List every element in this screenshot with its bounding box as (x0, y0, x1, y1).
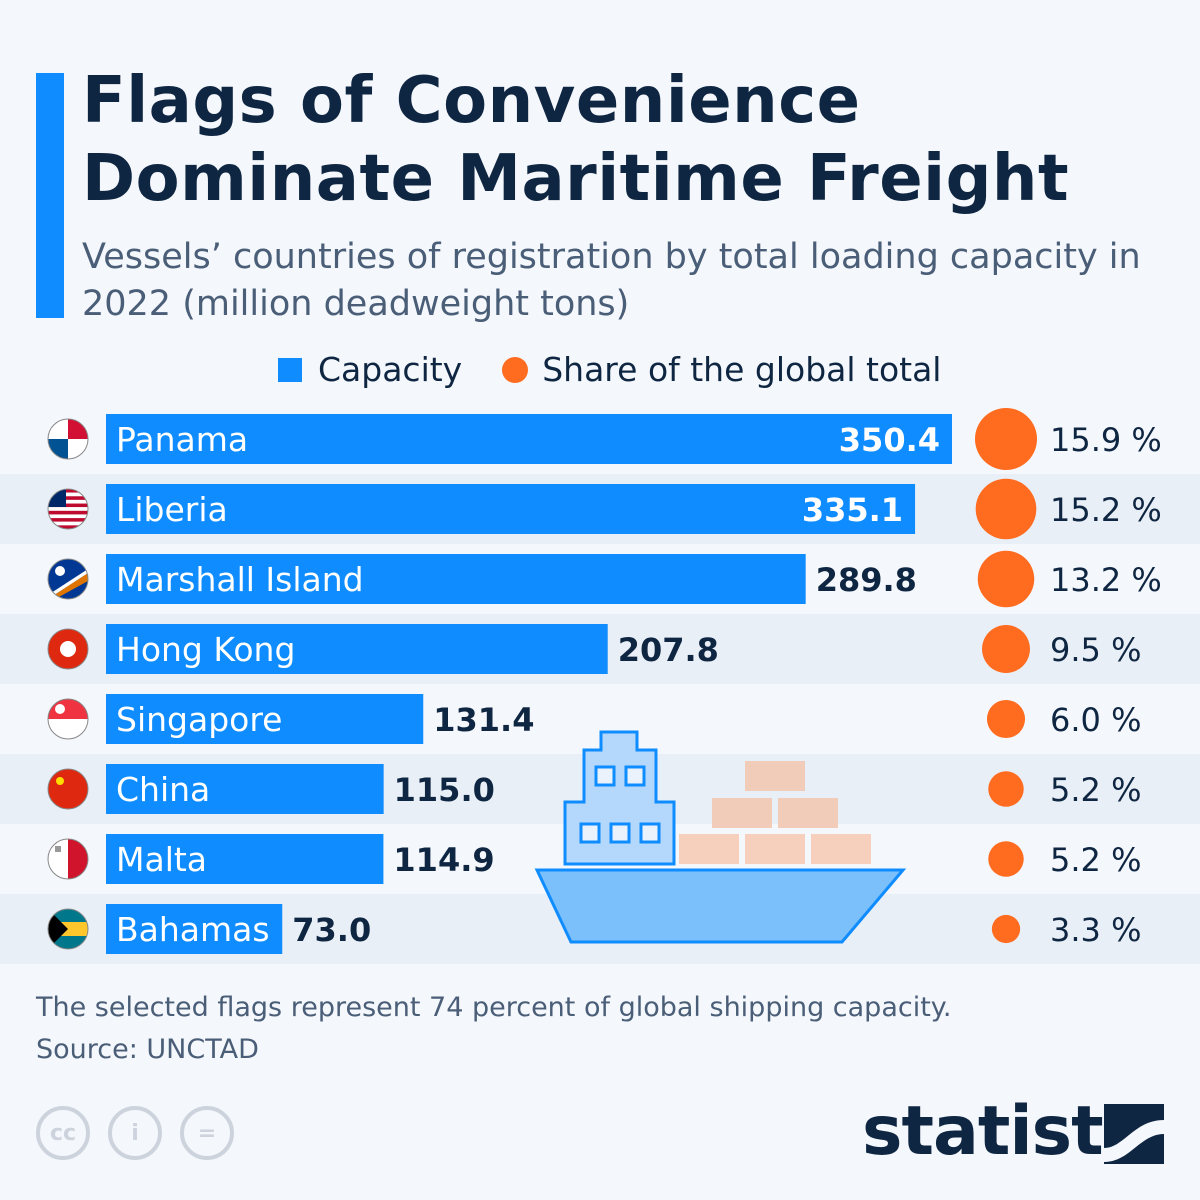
flag-icon-singapore (47, 698, 89, 740)
flag-icon-china (47, 768, 89, 810)
flag-icon-marshall-island (47, 558, 89, 600)
category-label: Bahamas (116, 910, 270, 949)
title-line-2: Dominate Maritime Freight (82, 142, 1070, 216)
share-value-label: 6.0 % (1050, 701, 1141, 739)
share-circle (982, 625, 1030, 673)
chart-subtitle: Vessels’ countries of registration by to… (82, 237, 1141, 324)
bar-capacity (106, 624, 608, 674)
category-label: Panama (116, 420, 248, 459)
category-label: Marshall Island (116, 560, 364, 599)
capacity-value-label: 73.0 (292, 911, 371, 949)
share-circle (988, 771, 1024, 807)
category-label: Malta (116, 840, 207, 879)
share-value-label: 5.2 % (1050, 771, 1141, 809)
ship-illustration (534, 730, 907, 944)
share-circle (975, 408, 1037, 470)
title-line-1: Flags of Convenience (82, 64, 861, 138)
no-derivatives-icon[interactable]: = (180, 1106, 234, 1160)
category-label: Hong Kong (116, 630, 295, 669)
logo-text: statista (862, 1092, 1149, 1171)
share-value-label: 15.2 % (1050, 491, 1162, 529)
legend-capacity-label: Capacity (318, 350, 463, 389)
bar-capacity (106, 484, 916, 534)
legend-capacity-swatch (278, 357, 302, 382)
share-circle (991, 914, 1021, 944)
bar-capacity (106, 694, 424, 744)
share-circle (986, 699, 1026, 739)
category-label: Singapore (116, 700, 282, 739)
capacity-value-label: 131.4 (433, 701, 534, 739)
statista-logo-mark-icon (1104, 1104, 1164, 1164)
footer-note: The selected flags represent 74 percent … (36, 992, 952, 1023)
legend-share-label: Share of the global total (542, 350, 942, 389)
legend: Capacity Share of the global total (278, 350, 941, 389)
share-value-label: 3.3 % (1050, 911, 1141, 949)
flag-icon-bahamas (47, 908, 89, 950)
flag-icon-liberia (47, 488, 89, 530)
share-value-label: 9.5 % (1050, 631, 1141, 669)
cc-icon[interactable]: cc (36, 1106, 90, 1160)
attribution-icon[interactable]: i (108, 1106, 162, 1160)
bar-capacity (106, 764, 384, 814)
flag-icon-malta (47, 838, 89, 880)
category-label: China (116, 770, 210, 809)
bar-capacity (106, 414, 952, 464)
bar-capacity (106, 904, 283, 954)
share-circle (977, 550, 1035, 608)
capacity-value-label: 207.8 (618, 631, 719, 669)
statista-logo[interactable]: statista (862, 1092, 1149, 1171)
chart-title: Flags of Convenience Dominate Maritime F… (82, 62, 1069, 218)
share-value-label: 15.9 % (1050, 421, 1162, 459)
title-accent-bar (36, 73, 64, 318)
category-label: Liberia (116, 490, 228, 529)
share-value-label: 5.2 % (1050, 841, 1141, 879)
share-circle (988, 841, 1024, 877)
flag-icon-hong-kong (47, 628, 89, 670)
capacity-value-label: 115.0 (394, 771, 495, 809)
capacity-value-label: 114.9 (393, 841, 494, 879)
flag-icon-panama (47, 418, 89, 460)
bar-capacity (106, 834, 384, 884)
share-circle (975, 478, 1037, 540)
bar-capacity (106, 554, 806, 604)
capacity-value-label: 289.8 (816, 561, 917, 599)
share-value-label: 13.2 % (1050, 561, 1162, 599)
capacity-value-label: 335.1 (802, 491, 903, 529)
footer-source: Source: UNCTAD (36, 1034, 259, 1065)
legend-share-swatch (502, 356, 529, 383)
capacity-value-label: 350.4 (839, 421, 940, 459)
